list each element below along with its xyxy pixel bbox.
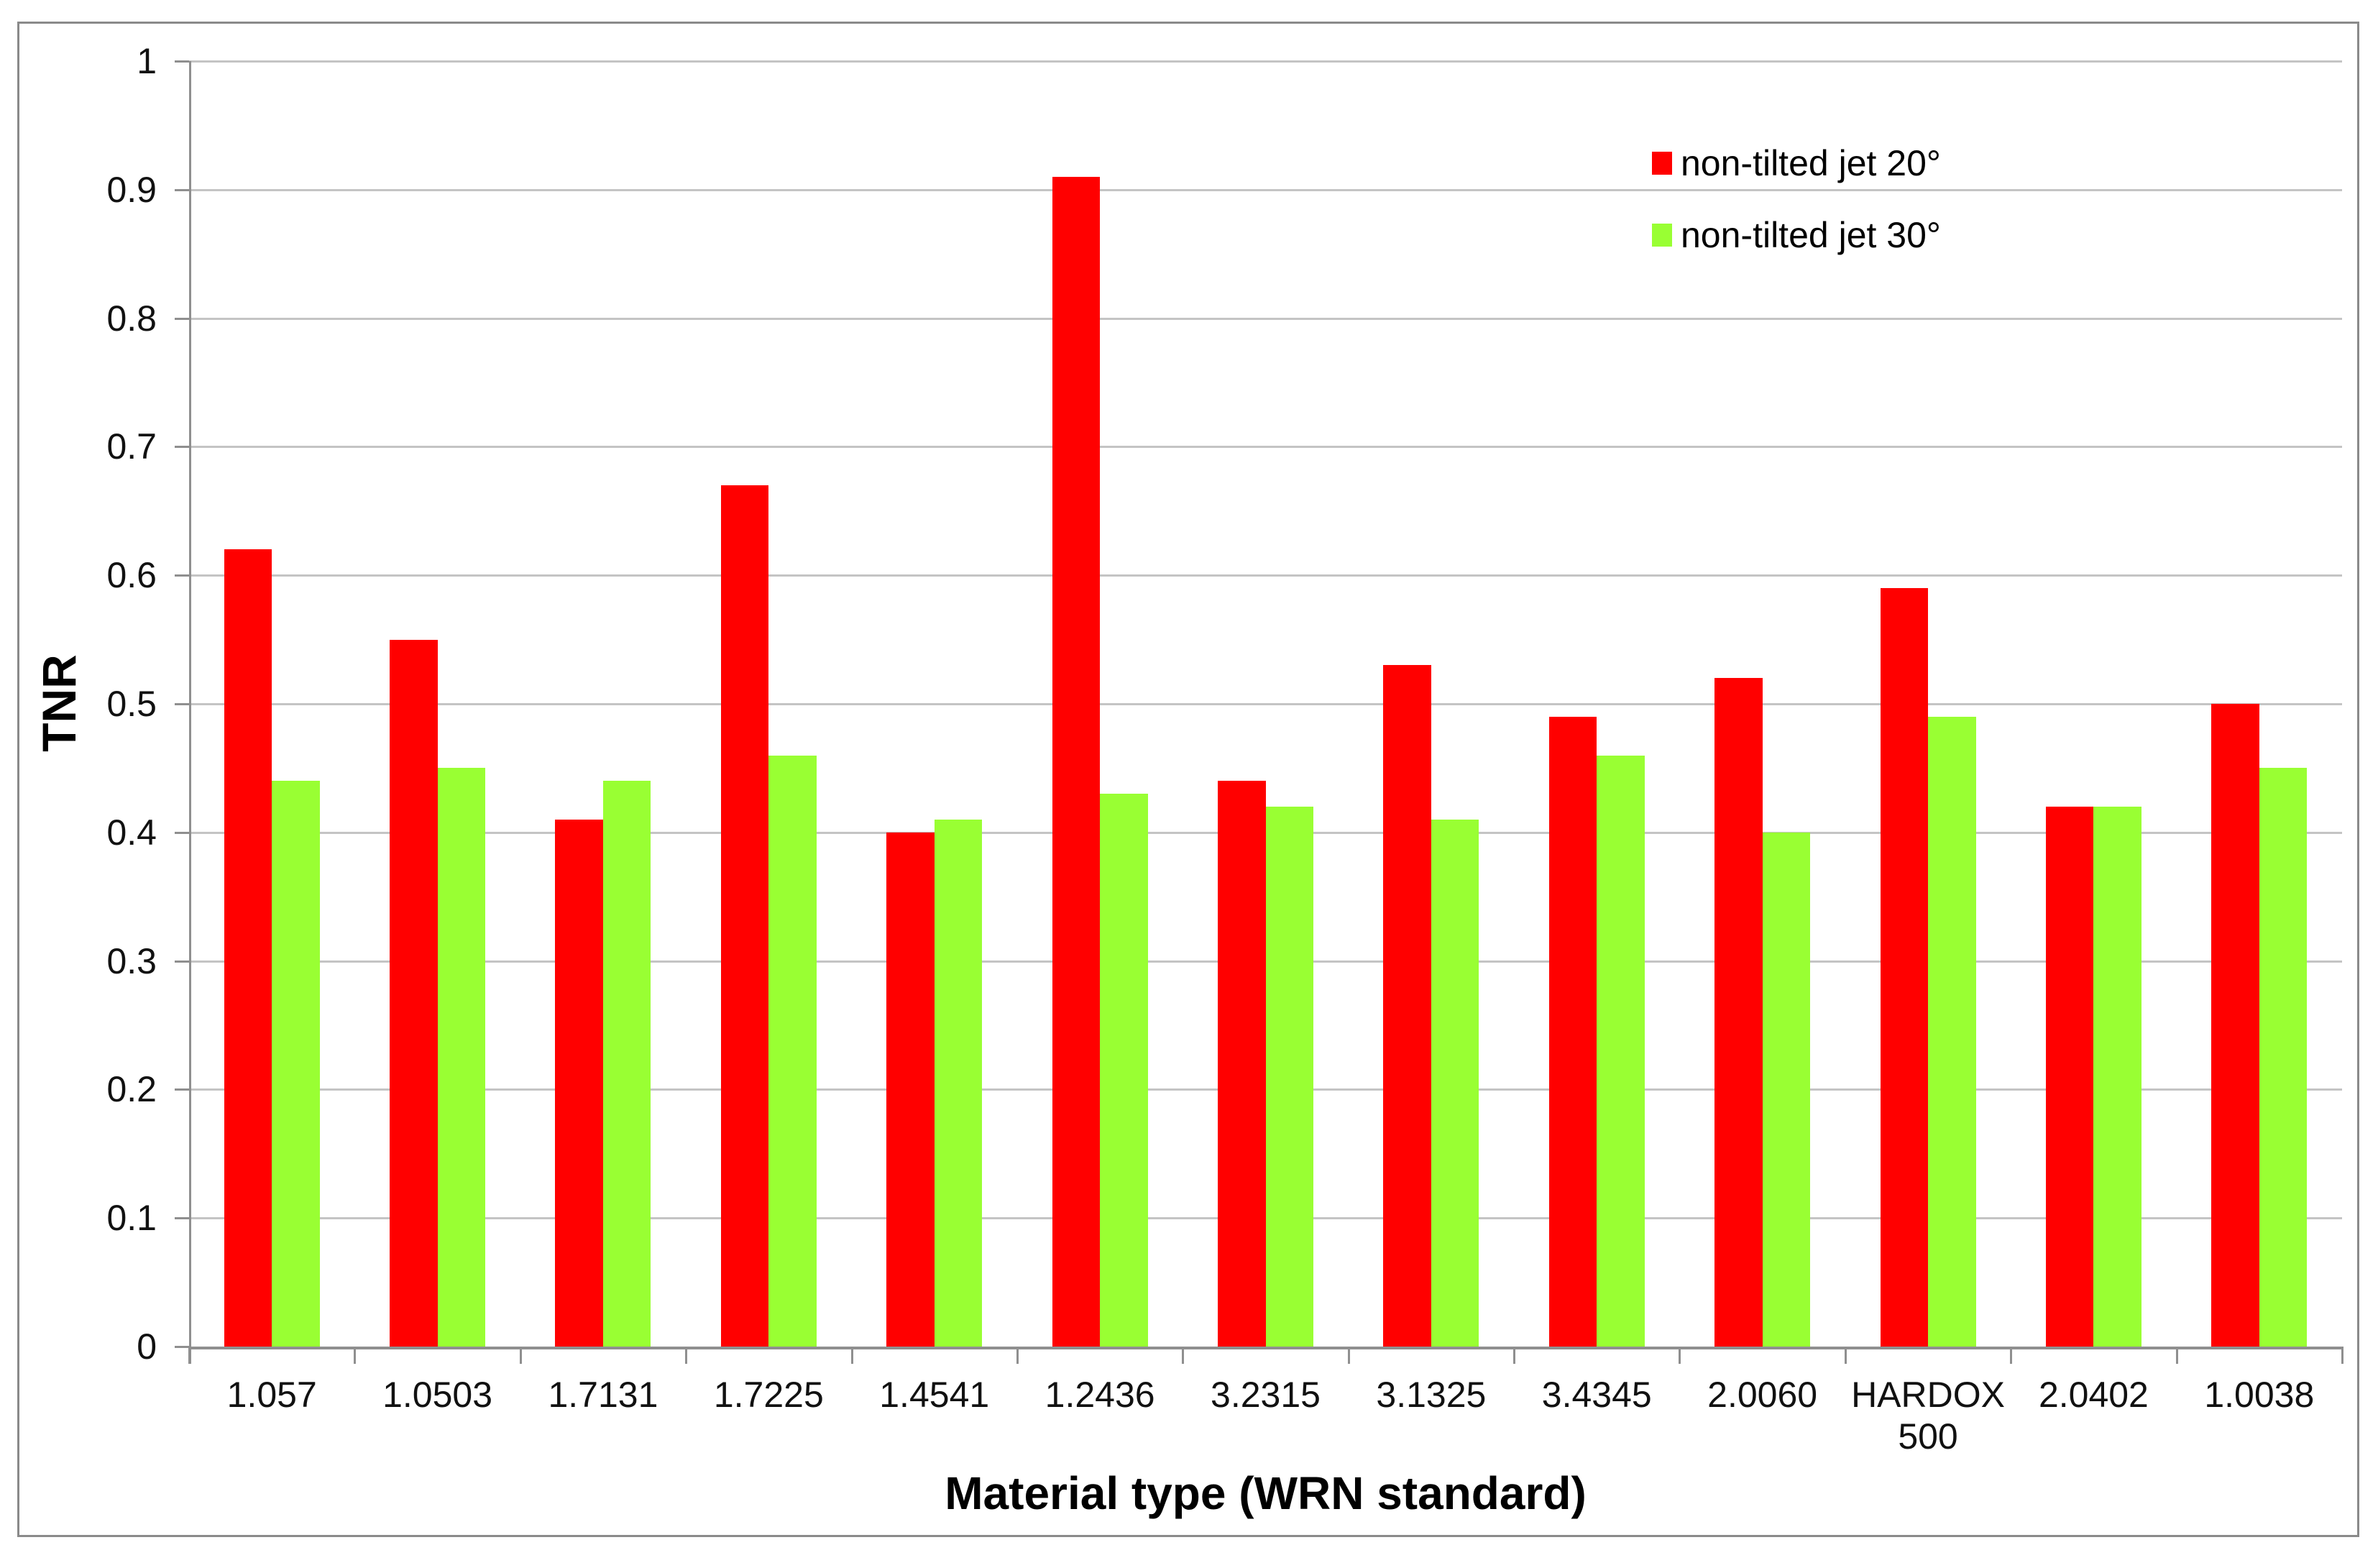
bar-green-1.0038 [2259, 768, 2308, 1347]
bar-green-1.2436 [1100, 794, 1148, 1347]
legend-label: non-tilted jet 20° [1681, 143, 1941, 183]
bar-green-2.0060 [1762, 832, 1811, 1347]
bar-red-1.057 [224, 549, 272, 1347]
gridline-0.9 [189, 188, 2342, 191]
gridline-0.5 [189, 703, 2342, 705]
x-boundary-tick-3 [685, 1347, 688, 1364]
y-tick-label-0.4: 0.4 [106, 812, 157, 853]
legend-label: non-tilted jet 30° [1681, 215, 1941, 255]
x-boundary-tick-6 [1182, 1347, 1185, 1364]
y-tick-0.5 [175, 703, 189, 705]
bar-red-2.0060 [1714, 678, 1763, 1347]
y-axis-title: TNR [32, 654, 86, 752]
x-category-label-1.7225: 1.7225 [713, 1375, 824, 1415]
y-tick-label-0.9: 0.9 [106, 169, 157, 210]
x-category-label-1.4541: 1.4541 [879, 1375, 990, 1415]
x-boundary-tick-2 [519, 1347, 522, 1364]
x-category-label-1.7131: 1.7131 [548, 1375, 658, 1415]
bar-green-1.057 [272, 781, 320, 1347]
bar-green-HARDOX 500 [1928, 716, 1976, 1347]
bar-red-1.0503 [390, 639, 438, 1347]
y-tick-0.9 [175, 188, 189, 191]
bar-green-1.0503 [437, 768, 486, 1347]
x-category-label-1.2436: 1.2436 [1045, 1375, 1155, 1415]
x-category-label-2.0402: 2.0402 [2038, 1375, 2149, 1415]
bar-red-1.7131 [555, 819, 603, 1347]
x-axis-line [189, 1347, 2342, 1349]
bar-red-3.1325 [1383, 665, 1431, 1347]
bar-red-HARDOX 500 [1880, 588, 1929, 1347]
y-tick-label-0.1: 0.1 [106, 1198, 157, 1239]
bar-red-2.0402 [2045, 807, 2094, 1347]
bar-red-1.0038 [2211, 704, 2259, 1347]
y-tick-label-0.6: 0.6 [106, 555, 157, 596]
x-category-label-3.1325: 3.1325 [1376, 1375, 1487, 1415]
legend-swatch-1 [1652, 224, 1672, 247]
legend-entry-series-20: non-tilted jet 20° [1652, 145, 1941, 181]
x-category-label-1.0038: 1.0038 [2204, 1375, 2315, 1415]
gridline-0.7 [189, 446, 2342, 449]
gridline-0.6 [189, 574, 2342, 577]
y-tick-0.4 [175, 831, 189, 834]
x-category-label-3.2315: 3.2315 [1211, 1375, 1321, 1415]
x-category-label-HARDOX 500: HARDOX 500 [1851, 1375, 2005, 1457]
bar-green-2.0402 [2093, 807, 2141, 1347]
x-axis-title: Material type (WRN standard) [945, 1467, 1587, 1519]
y-tick-0.6 [175, 574, 189, 577]
bar-red-3.4345 [1548, 716, 1597, 1347]
bar-green-3.2315 [1265, 807, 1313, 1347]
y-tick-1 [175, 60, 189, 63]
x-boundary-tick-9 [1679, 1347, 1681, 1364]
x-boundary-tick-7 [1347, 1347, 1350, 1364]
gridline-1 [189, 60, 2342, 63]
x-boundary-tick-11 [2010, 1347, 2013, 1364]
y-tick-label-0.7: 0.7 [106, 426, 157, 467]
y-tick-0.3 [175, 960, 189, 963]
y-axis-line [189, 61, 191, 1364]
x-boundary-tick-5 [1016, 1347, 1019, 1364]
x-boundary-tick-10 [1844, 1347, 1847, 1364]
y-tick-label-0: 0 [137, 1326, 157, 1367]
y-tick-label-0.3: 0.3 [106, 940, 157, 981]
x-category-label-3.4345: 3.4345 [1541, 1375, 1652, 1415]
x-category-label-1.057: 1.057 [226, 1375, 317, 1415]
y-tick-0.7 [175, 446, 189, 449]
gridline-0.8 [189, 317, 2342, 320]
x-category-label-2.0060: 2.0060 [1707, 1375, 1818, 1415]
x-category-label-1.0503: 1.0503 [382, 1375, 493, 1415]
legend-swatch-0 [1652, 152, 1672, 175]
y-tick-0 [175, 1346, 189, 1348]
x-boundary-tick-4 [850, 1347, 853, 1364]
bar-red-1.2436 [1052, 176, 1101, 1347]
bar-red-1.7225 [720, 485, 769, 1347]
y-tick-label-0.2: 0.2 [106, 1069, 157, 1110]
x-boundary-tick-8 [1513, 1347, 1516, 1364]
bar-green-1.4541 [934, 819, 983, 1347]
x-boundary-tick-0 [188, 1347, 190, 1364]
bar-green-3.1325 [1431, 819, 1479, 1347]
bar-green-1.7225 [768, 755, 817, 1347]
bar-red-1.4541 [886, 832, 935, 1347]
legend-entry-series-30: non-tilted jet 30° [1652, 217, 1941, 253]
y-tick-label-0.8: 0.8 [106, 298, 157, 339]
x-boundary-tick-13 [2341, 1347, 2343, 1364]
bar-green-1.7131 [602, 781, 651, 1347]
x-boundary-tick-1 [354, 1347, 357, 1364]
y-tick-label-1: 1 [137, 41, 157, 81]
y-tick-label-0.5: 0.5 [106, 684, 157, 724]
bar-red-3.2315 [1218, 781, 1266, 1347]
y-tick-0.1 [175, 1217, 189, 1220]
chart-legend: non-tilted jet 20° non-tilted jet 30° [1652, 145, 1941, 289]
bar-green-3.4345 [1597, 755, 1645, 1347]
y-tick-0.8 [175, 317, 189, 320]
x-boundary-tick-12 [2175, 1347, 2178, 1364]
y-tick-0.2 [175, 1088, 189, 1091]
